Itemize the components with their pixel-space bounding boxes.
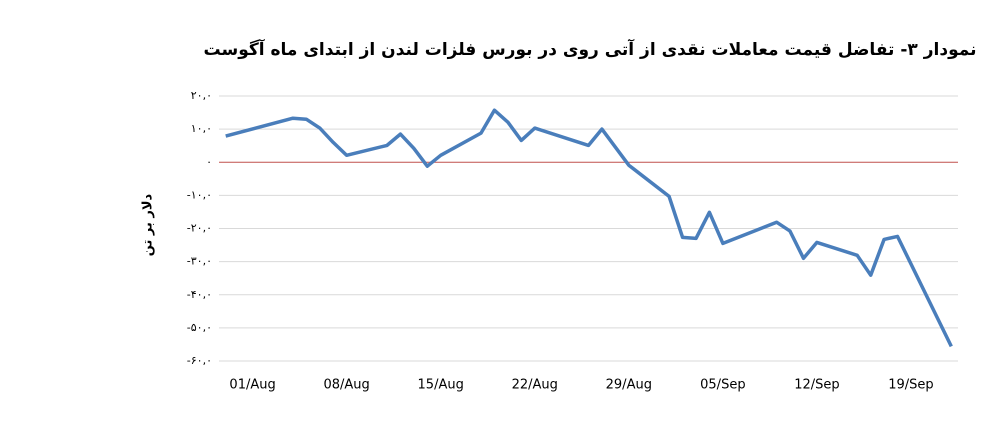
y-tick-label: -۵۰,۰ bbox=[187, 321, 212, 334]
x-tick-label: 12/Sep bbox=[794, 378, 839, 393]
x-tick-label: 01/Aug bbox=[229, 378, 275, 393]
x-tick-label: 22/Aug bbox=[512, 378, 558, 393]
x-tick-label: 29/Aug bbox=[606, 378, 652, 393]
y-tick-label: ۲۰,۰ bbox=[191, 89, 212, 102]
x-tick-label: 05/Sep bbox=[700, 378, 745, 393]
series-line bbox=[225, 108, 953, 348]
x-tick-label: 08/Aug bbox=[323, 378, 369, 393]
x-tick-label: 19/Sep bbox=[888, 378, 933, 393]
y-tick-label: -۲۰,۰ bbox=[187, 222, 212, 235]
x-tick-label: 15/Aug bbox=[418, 378, 464, 393]
y-tick-label: -۳۰,۰ bbox=[187, 255, 212, 268]
y-tick-label: -۶۰,۰ bbox=[187, 354, 212, 367]
chart-title: نمودار ۳- تفاضل قیمت معاملات نقدی از آتی… bbox=[203, 38, 976, 60]
y-axis-label: دلار بر تن bbox=[141, 193, 156, 256]
y-tick-label: -۴۰,۰ bbox=[187, 288, 212, 301]
y-tick-label: -۱۰,۰ bbox=[187, 188, 212, 201]
y-tick-label: ۱۰,۰ bbox=[191, 122, 212, 135]
y-tick-label: ۰ bbox=[206, 155, 212, 168]
